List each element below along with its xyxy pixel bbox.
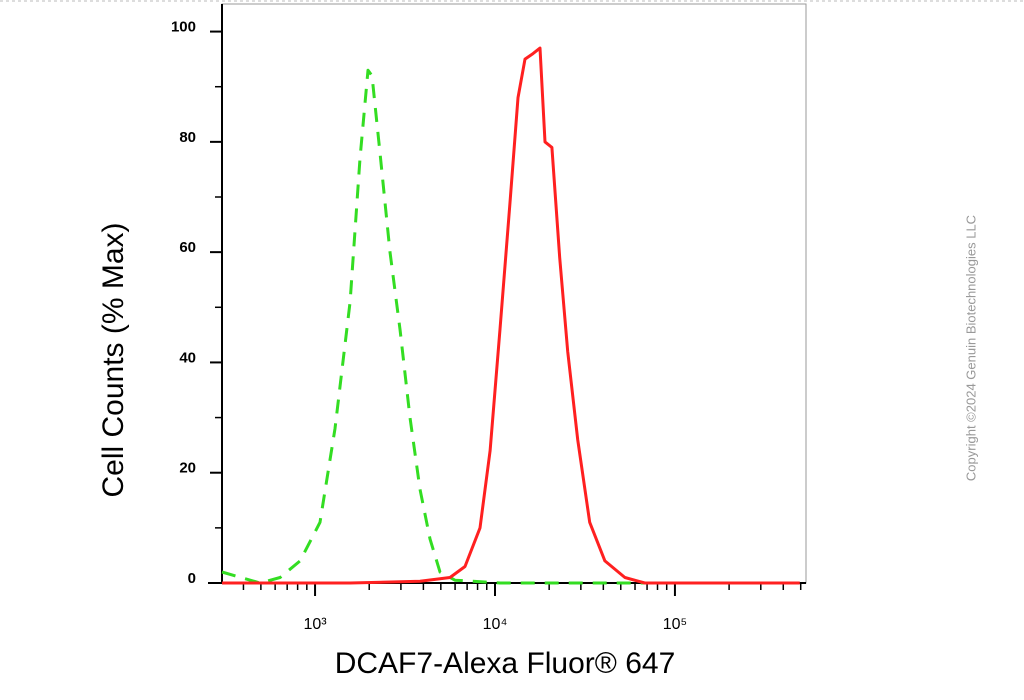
plot-frame (221, 3, 807, 584)
watermark: Copyright ©2024 Genuin Biotechnologies L… (963, 215, 978, 481)
y-axis-label: Cell Counts (% Max) (97, 222, 130, 497)
x-tick-label: 10⁵ (663, 616, 687, 633)
x-axis-label: DCAF7-Alexa Fluor® 647 (335, 647, 676, 680)
y-tick-label: 0 (188, 570, 196, 587)
x-tick-label: 10⁴ (483, 616, 508, 633)
y-tick-label: 60 (179, 239, 196, 256)
series-line (221, 68, 800, 585)
y-tick-label: 80 (179, 129, 196, 146)
y-tick-label: 40 (179, 349, 196, 366)
x-tick-label: 10³ (303, 616, 327, 633)
series-line (222, 46, 800, 585)
y-tick-label: 100 (171, 19, 196, 36)
y-tick-label: 20 (179, 460, 196, 477)
